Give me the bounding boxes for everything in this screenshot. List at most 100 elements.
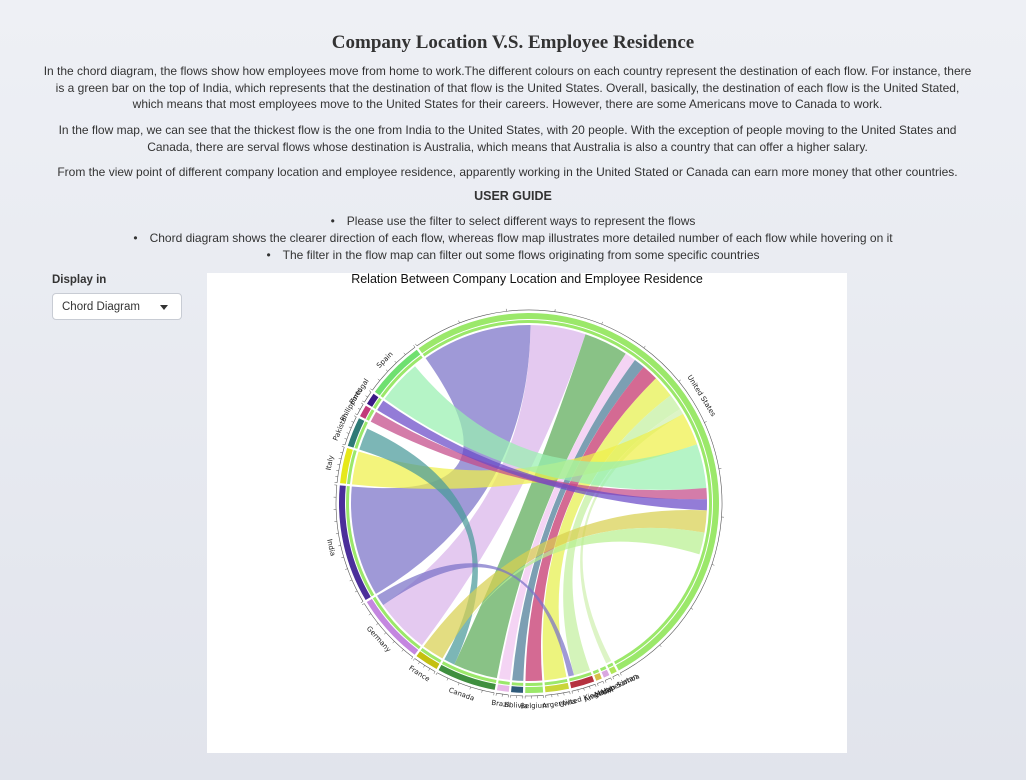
sector-tick xyxy=(411,656,414,660)
sector-tick xyxy=(403,352,406,355)
sector-tick xyxy=(342,443,346,446)
sector-tick xyxy=(338,545,341,547)
chord-flow xyxy=(444,527,705,660)
sector-axis xyxy=(363,603,414,658)
sector-arc xyxy=(347,418,365,448)
chord-flow xyxy=(351,325,531,594)
user-guide-item: The filter in the flow map can filter ou… xyxy=(0,247,1026,264)
sector-inner-ring xyxy=(354,421,368,449)
sector-inner-ring xyxy=(366,409,375,421)
sector-arc xyxy=(594,672,602,681)
sector-tick xyxy=(346,432,350,434)
chord-flow xyxy=(351,413,698,489)
sector-tick xyxy=(394,360,397,363)
chord-flow xyxy=(377,400,707,511)
sector-tick xyxy=(368,390,372,393)
sector-axis xyxy=(604,677,611,681)
sector-tick xyxy=(344,438,347,440)
sector-tick xyxy=(338,458,342,460)
chevron-down-icon xyxy=(160,305,168,310)
sector-tick xyxy=(360,402,364,405)
sector-tick xyxy=(368,613,372,616)
sector-axis xyxy=(496,692,509,696)
sector-tick xyxy=(377,378,380,381)
sector-tick xyxy=(569,691,571,695)
sector-arc xyxy=(601,669,610,678)
user-guide-item: Please use the filter to select differen… xyxy=(0,213,1026,230)
sector-arc xyxy=(340,448,353,484)
sector-tick xyxy=(704,421,707,423)
sector-tick xyxy=(604,680,607,683)
sector-tick xyxy=(341,556,344,559)
sector-tick xyxy=(659,644,662,648)
display-select[interactable]: Chord Diagram xyxy=(52,293,182,320)
sector-arc xyxy=(608,666,617,675)
chord-diagram-panel: Relation Between Company Location and Em… xyxy=(207,273,847,753)
sector-arc xyxy=(366,393,379,407)
sector-tick xyxy=(355,413,358,416)
sector-arc xyxy=(366,598,419,655)
sector-arc xyxy=(438,664,496,690)
sector-tick xyxy=(345,568,348,570)
sector-arc xyxy=(525,686,544,693)
sector-arc xyxy=(569,675,595,689)
intro-paragraph-flowmap: In the flow map, we can see that the thi… xyxy=(58,123,957,154)
sector-tick xyxy=(571,691,573,694)
sector-tick xyxy=(678,379,681,382)
sector-tick xyxy=(418,661,420,665)
sector-tick xyxy=(362,400,365,403)
sector-tick xyxy=(690,607,694,610)
sector-tick xyxy=(612,676,615,680)
sector-tick xyxy=(365,395,368,398)
sector-tick xyxy=(435,672,438,676)
sector-tick xyxy=(392,641,395,644)
chart-title: Relation Between Company Location and Em… xyxy=(351,272,703,286)
sector-tick xyxy=(458,682,460,686)
sector-tick xyxy=(341,446,345,448)
chord-flow xyxy=(525,366,657,681)
sector-tick xyxy=(401,649,404,652)
intro-paragraph-summary: From the view point of different company… xyxy=(57,165,958,179)
sector-inner-ring xyxy=(498,680,510,685)
sector-tick xyxy=(413,345,416,348)
sector-tick xyxy=(577,689,579,693)
sector-tick xyxy=(351,421,354,423)
sector-axis xyxy=(372,347,416,391)
sector-arc xyxy=(416,651,440,670)
sector-inner-ring xyxy=(607,662,614,668)
sector-tick xyxy=(583,688,585,691)
sector-label: Brazil xyxy=(491,699,512,710)
sector-inner-ring xyxy=(441,661,497,683)
sector-inner-ring xyxy=(599,666,607,672)
sector-axis xyxy=(437,672,495,694)
sector-tick xyxy=(361,603,365,606)
sector-inner-ring xyxy=(372,397,382,409)
sector-inner-ring xyxy=(569,672,592,682)
sector-label: Canada xyxy=(448,686,476,702)
sector-tick xyxy=(423,665,425,668)
sector-label: Italy xyxy=(325,455,336,471)
display-select-value: Chord Diagram xyxy=(62,301,140,313)
sector-axis xyxy=(525,695,544,697)
sector-inner-ring xyxy=(372,596,421,650)
user-guide-heading: USER GUIDE xyxy=(474,189,552,203)
sector-tick xyxy=(458,320,460,324)
sector-inner-ring xyxy=(347,450,357,485)
sector-tick xyxy=(349,579,353,582)
page-title: Company Location V.S. Employee Residence xyxy=(331,32,695,53)
sector-inner-ring xyxy=(592,669,600,675)
sector-tick xyxy=(370,388,373,391)
sector-arc xyxy=(511,686,524,693)
sector-tick xyxy=(360,601,364,604)
user-guide-item: Chord diagram shows the clearer directio… xyxy=(0,230,1026,247)
sector-tick xyxy=(589,686,591,689)
sector-axis xyxy=(416,309,723,674)
intro-paragraph-chord: In the chord diagram, the flows show how… xyxy=(43,64,972,111)
sector-tick xyxy=(610,677,612,681)
sector-inner-ring xyxy=(544,678,568,686)
sector-tick xyxy=(601,321,603,325)
sector-axis xyxy=(364,391,372,403)
sector-tick xyxy=(481,690,483,693)
sector-tick xyxy=(383,632,387,635)
sector-label: Spain xyxy=(375,350,394,370)
